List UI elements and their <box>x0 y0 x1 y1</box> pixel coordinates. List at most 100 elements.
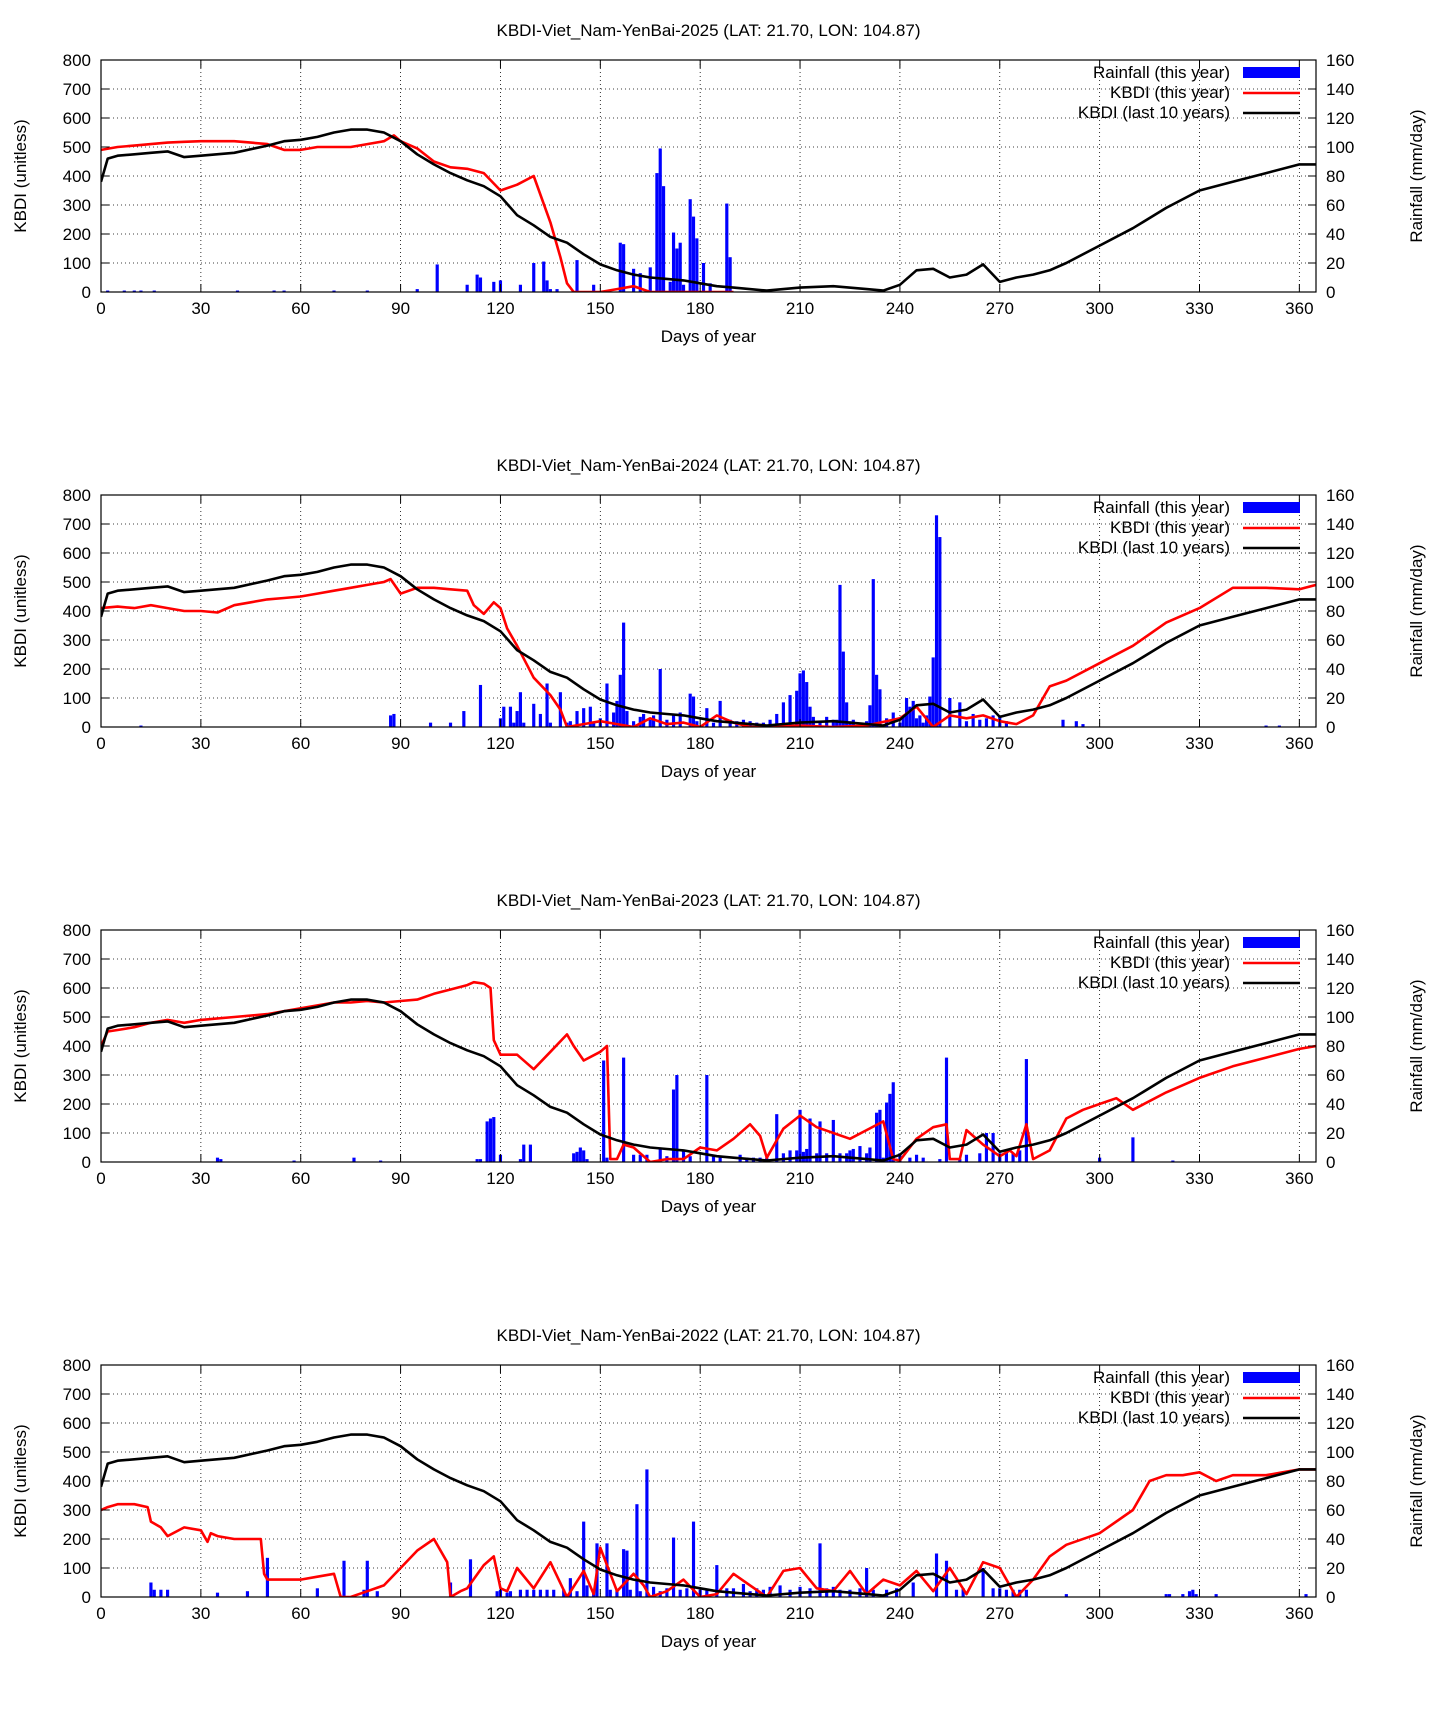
rainfall-bar <box>954 1589 959 1597</box>
rainfall-bar <box>715 1565 719 1597</box>
rainfall-bar <box>775 713 779 727</box>
rainfall-bar <box>605 1543 609 1597</box>
rainfall-bar <box>805 682 809 727</box>
y2-tick-label: 160 <box>1326 486 1354 505</box>
x-tick-label: 150 <box>586 734 614 753</box>
x-axis-label: Days of year <box>661 762 757 781</box>
rainfall-bar <box>538 1589 542 1597</box>
rainfall-bar <box>1167 1594 1172 1597</box>
y-tick-label: 700 <box>63 515 91 534</box>
rainfall-bar <box>538 713 542 727</box>
rainfall-bar <box>1264 725 1268 727</box>
rainfall-bar <box>718 1156 722 1162</box>
y2-tick-label: 100 <box>1326 1443 1354 1462</box>
y-tick-label: 200 <box>63 1095 91 1114</box>
rainfall-bar <box>894 1588 899 1597</box>
x-tick-label: 90 <box>391 734 410 753</box>
rainfall-bar <box>1018 1150 1022 1162</box>
y-tick-label: 200 <box>63 660 91 679</box>
rainfall-bar <box>638 716 642 727</box>
rainfall-bar <box>645 1469 649 1597</box>
rainfall-bar <box>618 674 622 727</box>
y-tick-label: 300 <box>63 631 91 650</box>
rainfall-bar <box>934 515 939 727</box>
rainfall-bar <box>615 700 619 727</box>
y-tick-label: 100 <box>63 689 91 708</box>
chart-title: KBDI-Viet_Nam-YenBai-2025 (LAT: 21.70, L… <box>497 21 921 40</box>
rainfall-bar <box>518 284 523 292</box>
ticks: 0 30 60 90 120 150 180 210 240 270 300 330 360 0 100 20… <box>63 51 1355 318</box>
rainfall-bar <box>508 1591 513 1597</box>
rainfall-bar <box>878 689 882 727</box>
rainfall-bar <box>695 721 699 727</box>
rainfall-bar <box>475 1159 479 1162</box>
rainfall-bar <box>831 1119 835 1162</box>
rainfall-bar <box>628 1589 632 1597</box>
rainfall-bar <box>938 1159 942 1162</box>
x-axis-label: Days of year <box>661 1632 757 1651</box>
rainfall-bar <box>495 1591 499 1597</box>
y2-tick-label: 40 <box>1326 225 1345 244</box>
rainfall-bar <box>608 1589 612 1597</box>
rainfall-bar <box>1181 1594 1185 1597</box>
rainfall-bar <box>575 711 579 727</box>
rainfall-bar <box>685 1588 689 1597</box>
x-tick-label: 210 <box>786 734 814 753</box>
x-tick-label: 90 <box>391 1169 410 1188</box>
rainfall-bar <box>572 1153 576 1162</box>
rainfall-bar <box>622 244 626 292</box>
rainfall-bar <box>711 1156 716 1162</box>
chart-panel-0: KBDI-Viet_Nam-YenBai-2025 (LAT: 21.70, L… <box>11 21 1426 346</box>
rainfall-bar <box>691 696 696 727</box>
rainfall-bar <box>478 277 483 292</box>
rainfall-bar <box>658 669 662 727</box>
x-tick-label: 270 <box>986 299 1014 318</box>
rainfall-bar <box>921 722 925 727</box>
rainfall-bar <box>332 290 336 292</box>
rainfall-bar <box>961 1588 965 1597</box>
rainfall-bar <box>1194 1594 1198 1597</box>
x-axis-label: Days of year <box>661 327 757 346</box>
rainfall-bar <box>808 706 812 727</box>
rainfall-bar <box>1191 1589 1195 1597</box>
rainfall-bar <box>638 273 642 292</box>
rainfall-bar <box>911 1582 915 1597</box>
legend-swatch-rain <box>1243 937 1300 948</box>
rainfall-bar <box>848 721 852 727</box>
rainfall-bar <box>106 290 110 292</box>
rainfall-bar <box>778 1585 782 1597</box>
rainfall-bar <box>944 1560 949 1597</box>
legend-label-kbdi10: KBDI (last 10 years) <box>1078 973 1230 992</box>
rainfall-bar <box>838 584 842 727</box>
rainfall-bar <box>944 1057 949 1162</box>
rainfall-bar <box>448 722 453 727</box>
rainfall-bar <box>635 1504 639 1597</box>
x-tick-label: 360 <box>1285 299 1313 318</box>
y-tick-label: 500 <box>63 138 91 157</box>
rainfall-bar <box>695 238 699 292</box>
x-tick-label: 30 <box>191 1169 210 1188</box>
x-tick-label: 180 <box>686 1169 714 1188</box>
x-tick-label: 150 <box>586 299 614 318</box>
rainfall-bar <box>705 1075 709 1162</box>
y-tick-label: 0 <box>82 283 91 302</box>
rainfall-bar <box>389 715 393 727</box>
rainfall-bar <box>585 1585 589 1597</box>
rainfall-bar <box>728 257 732 292</box>
rainfall-bar <box>781 1153 785 1162</box>
y2-tick-label: 120 <box>1326 544 1354 563</box>
rainfall-bar <box>865 1568 869 1597</box>
rainfall-bar <box>691 216 696 292</box>
rainfall-bar <box>788 1150 792 1162</box>
rainfall-bar <box>958 1159 962 1162</box>
rainfall-bar <box>868 705 872 727</box>
rainfall-bar <box>1164 1594 1168 1597</box>
rainfall-bar <box>978 1153 982 1162</box>
y-tick-label: 700 <box>63 950 91 969</box>
legend: Rainfall (this year)KBDI (this year)KBDI… <box>1078 498 1300 557</box>
x-tick-label: 120 <box>486 1604 514 1623</box>
y-tick-label: 600 <box>63 109 91 128</box>
rainfall-bar <box>528 1144 532 1162</box>
y2-tick-label: 20 <box>1326 1559 1345 1578</box>
